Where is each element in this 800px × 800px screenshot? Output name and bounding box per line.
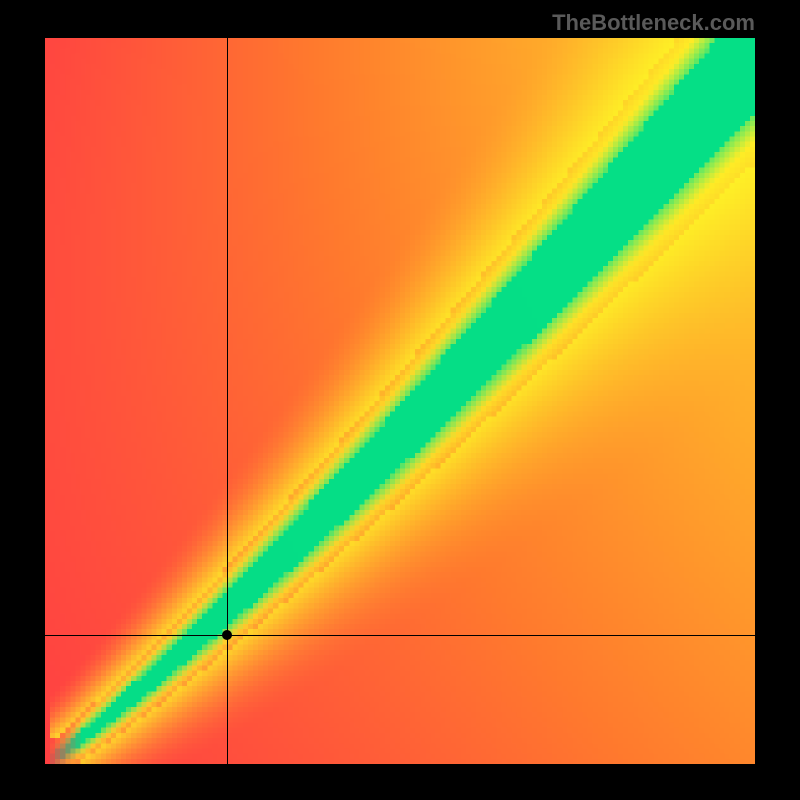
watermark-text: TheBottleneck.com (552, 10, 755, 36)
chart-container: TheBottleneck.com (0, 0, 800, 800)
crosshair-horizontal (45, 635, 755, 636)
data-point-marker (222, 630, 232, 640)
heatmap-canvas (45, 38, 755, 764)
heatmap-plot-area (45, 38, 755, 764)
crosshair-vertical (227, 38, 228, 764)
